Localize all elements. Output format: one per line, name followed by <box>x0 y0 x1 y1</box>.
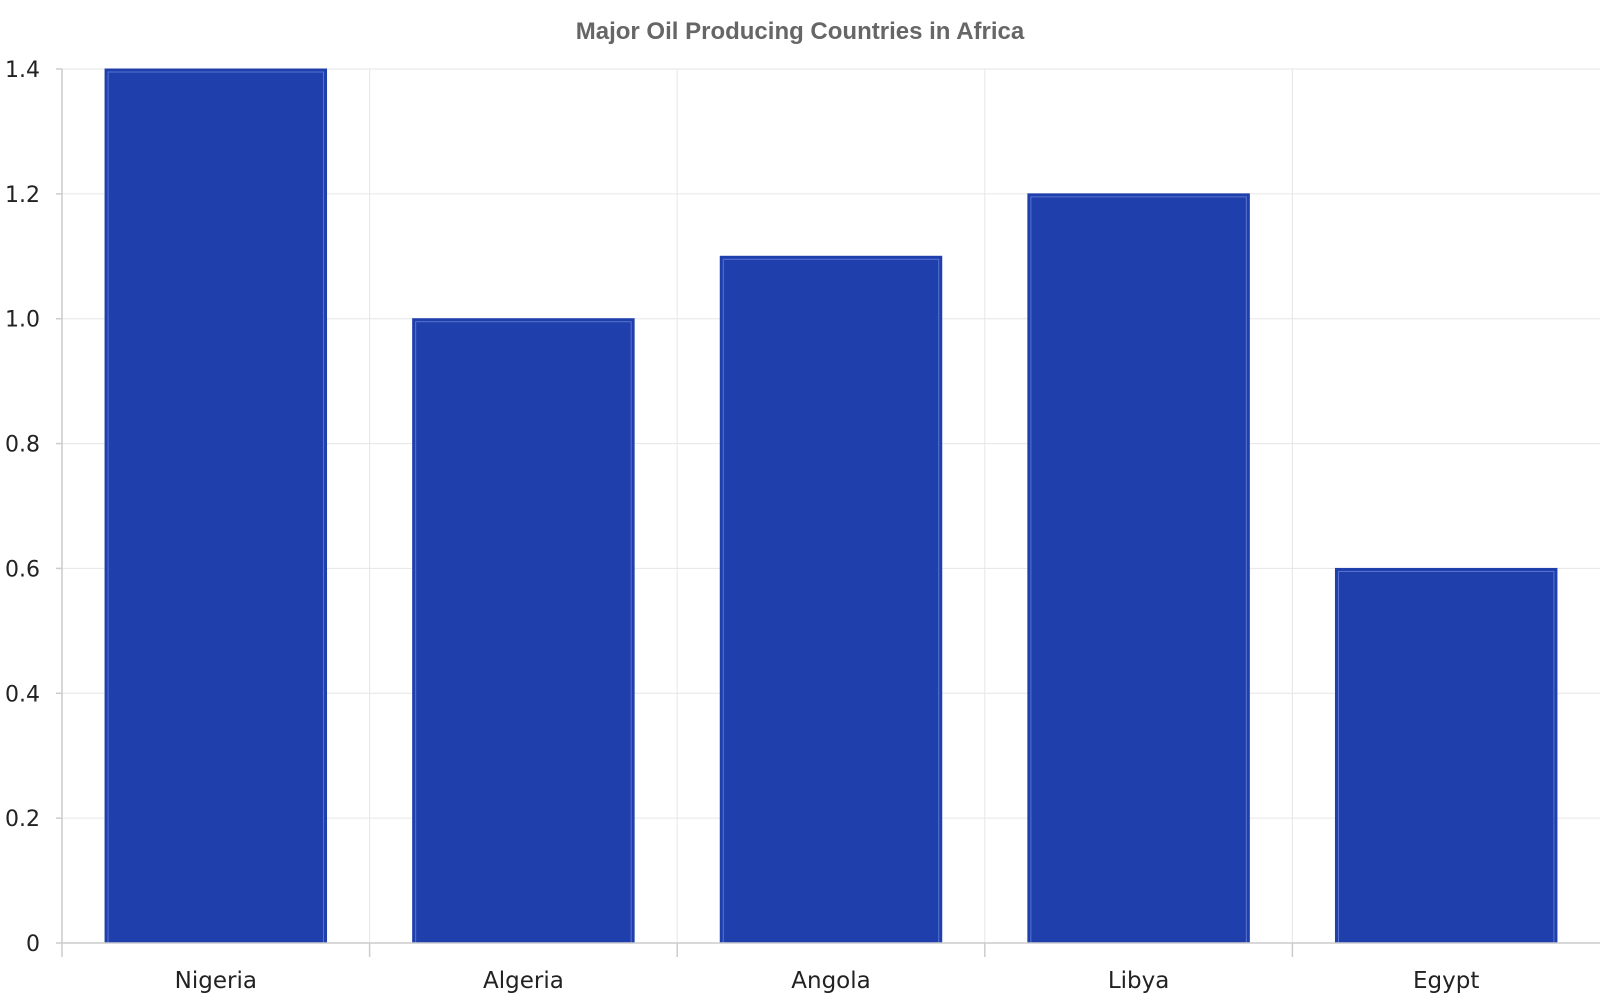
y-tick-label: 0.6 <box>5 557 40 582</box>
y-tick-label: 1.2 <box>5 183 40 208</box>
chart-title: Major Oil Producing Countries in Africa <box>575 18 1025 45</box>
x-tick-label: Libya <box>1108 968 1170 994</box>
x-tick-label: Angola <box>791 968 870 994</box>
label-layer: 0 0.2 0.4 0.6 0.8 1.0 1.2 1.4 Nigeria Algeria Ango… <box>5 58 1479 994</box>
y-tick-label: 0.8 <box>5 433 40 458</box>
axis-layer <box>56 68 1600 957</box>
x-tick-label: Nigeria <box>175 968 257 994</box>
y-tick-label: 0.4 <box>5 682 40 707</box>
bar-libya <box>1027 193 1250 944</box>
bar-nigeria <box>104 68 328 944</box>
y-tick-label: 1.0 <box>5 308 40 333</box>
y-tick-label: 0 <box>26 932 40 957</box>
bar-angola <box>719 255 943 944</box>
x-tick-label: Algeria <box>483 968 564 994</box>
bar-egypt <box>1334 567 1558 944</box>
y-tick-label: 0.2 <box>5 807 40 832</box>
y-tick-label: 1.4 <box>5 58 40 83</box>
x-tick-label: Egypt <box>1413 968 1479 994</box>
bar-layer <box>104 68 1558 944</box>
bar-algeria <box>412 318 635 944</box>
